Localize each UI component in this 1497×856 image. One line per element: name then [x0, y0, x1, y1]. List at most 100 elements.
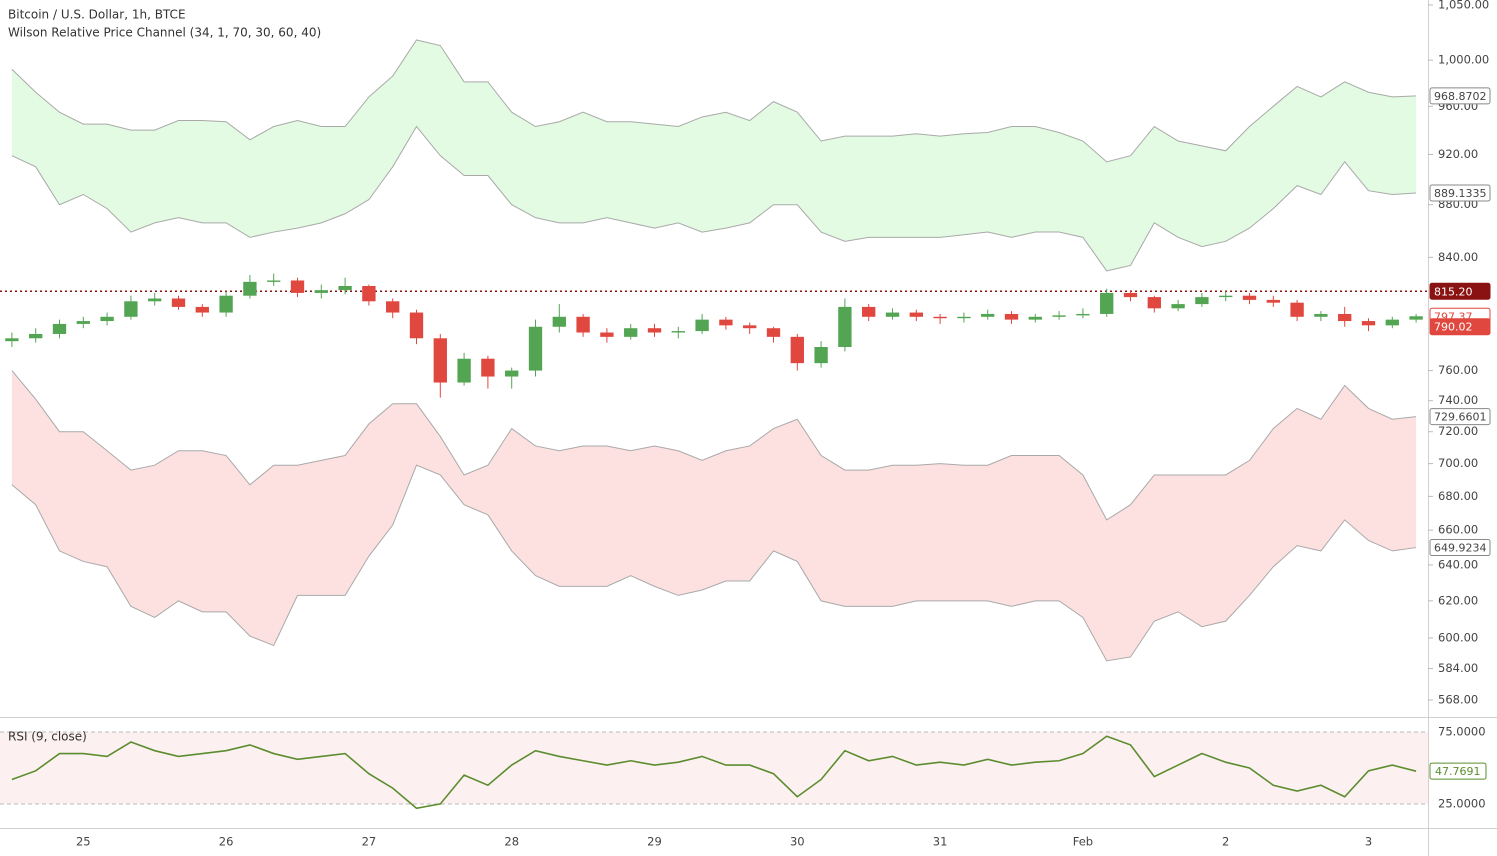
candle-body — [505, 370, 519, 377]
indicator-title: Wilson Relative Price Channel (34, 1, 70… — [8, 26, 321, 40]
candle-body — [814, 347, 828, 364]
y-tick-label: 740.00 — [1438, 393, 1478, 407]
candle-body — [909, 312, 923, 317]
candle-body — [52, 323, 67, 334]
candle-body — [5, 338, 19, 342]
x-tick-label: 28 — [504, 835, 519, 849]
price-badge-label: 649.9234 — [1434, 542, 1487, 555]
y-tick-label: 600.00 — [1438, 630, 1478, 644]
candle-body — [195, 306, 209, 313]
candle-body — [100, 316, 114, 322]
x-tick-label: 2 — [1222, 835, 1229, 849]
channel-upper — [11, 370, 1417, 521]
price-badge-label: 889.1335 — [1434, 187, 1487, 200]
channel-upper — [11, 39, 1417, 163]
candle-body — [1385, 319, 1399, 326]
price-badge-label: 729.6601 — [1434, 411, 1487, 424]
x-tick-label: 31 — [933, 835, 948, 849]
price-badge — [1429, 282, 1491, 300]
y-tick-label: 640.00 — [1438, 557, 1478, 571]
rsi-band — [0, 731, 1428, 804]
x-tick-label: 30 — [790, 835, 805, 849]
rsi-badge — [1429, 762, 1487, 780]
candle-body — [743, 325, 757, 329]
candle-body — [1266, 299, 1280, 303]
candle-body — [243, 281, 257, 296]
y-tick-label: 680.00 — [1438, 489, 1478, 503]
candle-body — [219, 295, 233, 313]
y-tick-label: 1,000.00 — [1438, 53, 1489, 67]
candle-body — [695, 319, 709, 332]
candle-body — [314, 290, 328, 293]
candle-body — [267, 280, 281, 282]
candle-body — [1195, 297, 1209, 305]
price-badge-label: 815.20 — [1434, 285, 1473, 298]
candle-body — [338, 285, 352, 291]
candle-body — [719, 319, 733, 326]
y-tick-label: 720.00 — [1438, 424, 1478, 438]
candle-body — [409, 312, 424, 339]
candle-body — [433, 338, 447, 383]
price-badge — [1429, 184, 1491, 202]
x-tick-label: Feb — [1073, 835, 1093, 849]
candle-body — [76, 321, 90, 324]
candle-body — [481, 358, 495, 377]
candle-body — [647, 328, 662, 333]
candle-body — [386, 301, 400, 313]
candle-body — [457, 358, 471, 383]
candle-body — [981, 313, 995, 317]
price-badge — [1429, 318, 1491, 336]
y-tick-label: 1,050.00 — [1438, 0, 1489, 11]
x-tick-label: 26 — [219, 835, 234, 849]
candle-body — [838, 306, 852, 348]
candle-body — [766, 328, 781, 337]
candle-body — [528, 326, 543, 371]
y-tick-label: 760.00 — [1438, 363, 1478, 377]
candle-body — [1290, 302, 1304, 317]
candle-body — [1123, 292, 1138, 298]
y-tick-label: 620.00 — [1438, 593, 1478, 607]
y-tick-label: 920.00 — [1438, 147, 1478, 161]
candle-body — [29, 333, 43, 339]
candle-body — [1409, 316, 1423, 320]
candle-body — [148, 298, 162, 302]
price-badge — [1429, 539, 1491, 557]
candle-body — [576, 316, 590, 333]
price-badge-label: 968.8702 — [1434, 90, 1487, 103]
x-tick-label: 27 — [362, 835, 377, 849]
rsi-title: RSI (9, close) — [8, 730, 87, 744]
candle-body — [1338, 313, 1352, 322]
candle-body — [1100, 292, 1114, 314]
candle-body — [1028, 316, 1042, 320]
candle-body — [1076, 313, 1090, 316]
price-badge — [1429, 408, 1491, 426]
rsi-badge-label: 47.7691 — [1435, 765, 1481, 778]
y-tick-label: 700.00 — [1438, 456, 1478, 470]
channel-lower — [11, 464, 1417, 662]
y-tick-label: 660.00 — [1438, 523, 1478, 537]
channel-area — [11, 370, 1417, 661]
candle-body — [600, 332, 614, 337]
price-badge-label: 790.02 — [1434, 321, 1473, 334]
y-tick-label: 840.00 — [1438, 250, 1478, 264]
x-tick-label: 3 — [1365, 835, 1372, 849]
candle-body — [862, 306, 876, 317]
candle-body — [933, 316, 947, 319]
candle-body — [1219, 295, 1233, 298]
candle-body — [885, 312, 900, 317]
candle-body — [1242, 295, 1257, 300]
candle-body — [624, 328, 638, 337]
candle-body — [1052, 315, 1066, 317]
candle-body — [171, 298, 186, 307]
candle-body — [1147, 297, 1161, 309]
rsi-line — [11, 735, 1417, 810]
chart-title: Bitcoin / U.S. Dollar, 1h, BTCE — [8, 8, 186, 22]
candle-body — [1314, 313, 1328, 317]
candle-body — [1004, 313, 1019, 320]
price-badge — [1429, 87, 1491, 105]
y-tick-label: 584.00 — [1438, 661, 1478, 675]
candle-body — [790, 336, 804, 364]
